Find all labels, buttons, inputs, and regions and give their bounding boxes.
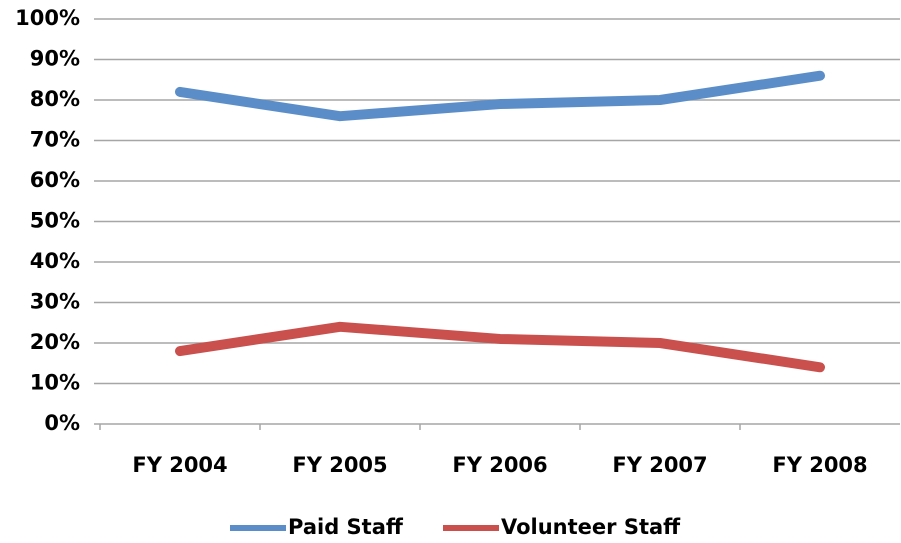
y-tick-label: 50% [30, 209, 80, 233]
legend-label: Volunteer Staff [501, 515, 681, 539]
y-tick-label: 0% [44, 411, 80, 435]
y-tick-label: 30% [30, 290, 80, 314]
y-tick-label: 90% [30, 47, 80, 71]
y-tick-label: 80% [30, 87, 80, 111]
y-tick-label: 10% [30, 371, 80, 395]
y-tick-label: 60% [30, 168, 80, 192]
line-series [175, 70, 825, 122]
x-tick-label: FY 2005 [292, 453, 387, 477]
line-series [175, 321, 825, 373]
x-tick-label: FY 2007 [612, 453, 707, 477]
legend-label: Paid Staff [288, 515, 404, 539]
x-tick-label: FY 2006 [452, 453, 547, 477]
x-tick-label: FY 2008 [772, 453, 867, 477]
x-tick-label: FY 2004 [132, 453, 227, 477]
y-tick-label: 40% [30, 249, 80, 273]
y-tick-label: 70% [30, 128, 80, 152]
y-tick-label: 100% [15, 6, 80, 30]
y-tick-label: 20% [30, 330, 80, 354]
